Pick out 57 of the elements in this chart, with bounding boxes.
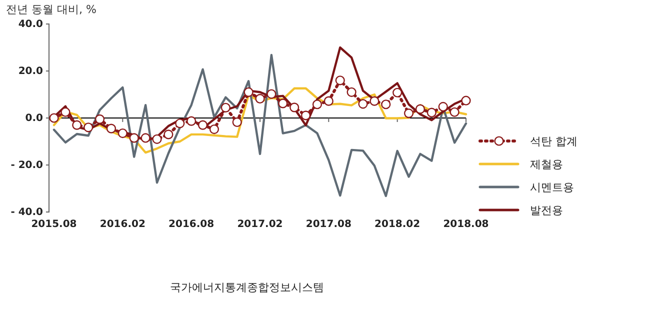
point	[220, 102, 230, 112]
legend-label: 발전용	[530, 204, 563, 217]
point	[346, 87, 356, 97]
legend-label: 제철용	[530, 158, 563, 171]
text: 국가에너지통계종합정보시스템	[170, 281, 324, 294]
point	[358, 99, 368, 109]
point	[290, 102, 300, 112]
point	[312, 100, 322, 110]
point	[415, 104, 426, 114]
y-axis-title: 전년 동월 대비, %	[6, 3, 96, 16]
point	[278, 98, 288, 108]
point	[209, 124, 220, 134]
point	[381, 100, 391, 110]
legend-label: 석탄 합계	[530, 135, 578, 148]
point	[426, 108, 436, 118]
point	[461, 96, 471, 106]
point	[118, 128, 128, 138]
point	[175, 118, 185, 128]
y-tick-label: - 40.0	[10, 207, 44, 218]
point	[404, 108, 414, 118]
point	[84, 122, 94, 132]
x-tick-label: 2016.02	[100, 219, 146, 230]
point	[140, 133, 150, 143]
point	[186, 116, 196, 126]
point	[232, 117, 242, 128]
point	[300, 110, 311, 120]
point	[244, 87, 254, 97]
x-tick-label: 2018.08	[443, 219, 489, 230]
point	[129, 133, 139, 143]
x-tick-label: 2016.08	[168, 219, 214, 230]
point	[49, 113, 59, 123]
point	[450, 107, 460, 117]
point	[106, 124, 116, 134]
x-tick-label: 2015.08	[31, 219, 77, 230]
point	[152, 134, 162, 144]
point	[94, 114, 105, 124]
point	[370, 96, 380, 106]
x-tick-label: 2017.08	[306, 219, 352, 230]
point	[72, 120, 82, 130]
x-tick-label: 2018.02	[374, 219, 420, 230]
point	[198, 120, 208, 130]
y-tick-label: 20.0	[18, 66, 44, 78]
point	[255, 94, 265, 104]
point	[266, 89, 276, 99]
line-series	[52, 54, 468, 198]
x-tick-label: 2017.02	[237, 219, 283, 230]
line-series	[52, 87, 468, 154]
point	[392, 88, 402, 98]
point	[438, 102, 448, 112]
legend-label: 시멘트용	[530, 181, 574, 194]
point	[335, 76, 345, 86]
point	[60, 107, 70, 117]
point	[324, 96, 334, 106]
point	[164, 130, 174, 140]
y-tick-label: 0.0	[25, 113, 44, 124]
y-tick-label: 40.0	[18, 19, 44, 30]
y-tick-label: - 20.0	[10, 160, 44, 172]
